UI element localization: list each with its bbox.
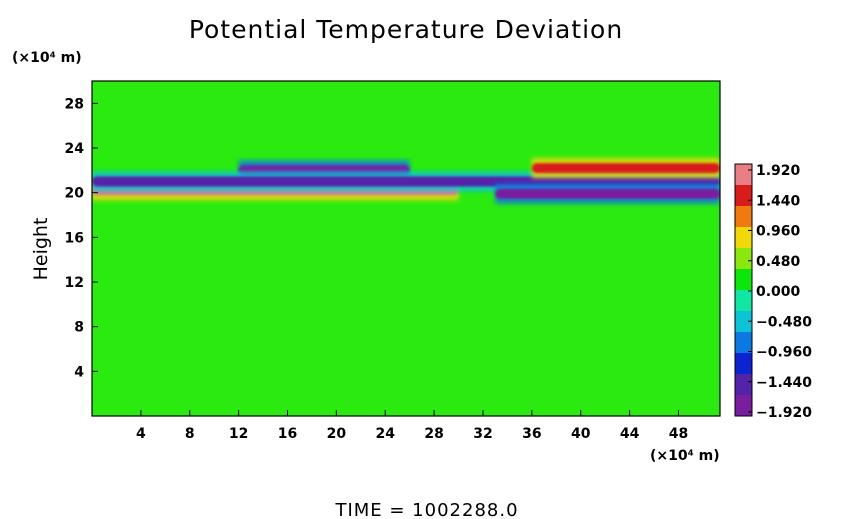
colorbar-swatch (735, 374, 752, 396)
x-tick-label: 24 (375, 426, 395, 442)
colorbar-swatch (735, 269, 752, 291)
colorbar-label: −1.440 (756, 375, 812, 391)
heatmap-plot-area (92, 81, 720, 416)
heatmap-band (495, 188, 720, 199)
colorbar-label: 0.960 (756, 224, 801, 240)
x-tick-label: 44 (620, 426, 640, 442)
heatmap-features (92, 158, 720, 204)
time-annotation: TIME = 1002288.0 (334, 500, 518, 519)
y-tick-label: 4 (74, 364, 84, 380)
y-axis-label: Height (30, 218, 52, 281)
x-ticks: 4 8 12 16 20 24 28 32 36 40 44 48 (136, 410, 688, 442)
colorbar-swatch (735, 227, 752, 249)
y-tick-label: 28 (65, 96, 84, 112)
x-tick-label: 16 (278, 426, 297, 442)
y-unit-label: (×10⁴ m) (12, 50, 82, 66)
chart-title: Potential Temperature Deviation (189, 15, 623, 44)
colorbar-label: −0.960 (756, 345, 812, 361)
colorbar: 1.920 1.440 0.960 0.480 0.000 −0.480 −0.960 −1.… (734, 163, 812, 421)
colorbar-label: 1.440 (756, 193, 801, 209)
x-tick-label: 48 (669, 426, 688, 442)
x-tick-label: 28 (424, 426, 443, 442)
x-tick-label: 20 (327, 426, 347, 442)
x-tick-label: 32 (473, 426, 492, 442)
colorbar-label: 1.920 (756, 163, 801, 179)
heatmap-background (92, 81, 720, 416)
colorbar-swatch (735, 185, 752, 207)
y-ticks: 4 8 12 16 20 24 28 (65, 96, 98, 380)
colorbar-swatch (735, 248, 752, 270)
colorbar-swatch (735, 290, 752, 312)
colorbar-label: −0.480 (756, 314, 812, 330)
x-tick-label: 36 (522, 426, 541, 442)
colorbar-swatch (735, 206, 752, 228)
y-tick-label: 8 (74, 320, 84, 336)
y-tick-label: 20 (65, 186, 85, 202)
y-tick-label: 24 (65, 141, 85, 157)
colorbar-swatch (735, 395, 752, 417)
heatmap-band (531, 163, 720, 174)
colorbar-label: 0.480 (756, 254, 801, 270)
y-tick-label: 12 (65, 275, 84, 291)
plot-frame (91, 80, 721, 417)
x-tick-label: 4 (136, 426, 146, 442)
colorbar-swatch (735, 311, 752, 333)
x-tick-label: 40 (571, 426, 591, 442)
colorbar-swatch (735, 353, 752, 375)
y-tick-label: 16 (65, 230, 84, 246)
x-tick-label: 12 (229, 426, 248, 442)
x-unit-label: (×10⁴ m) (650, 448, 720, 464)
x-tick-label: 8 (185, 426, 195, 442)
colorbar-label: −1.920 (756, 405, 812, 421)
colorbar-swatch (735, 332, 752, 354)
colorbar-frame (734, 163, 753, 417)
colorbar-swatch (735, 164, 752, 186)
colorbar-label: 0.000 (756, 284, 801, 300)
